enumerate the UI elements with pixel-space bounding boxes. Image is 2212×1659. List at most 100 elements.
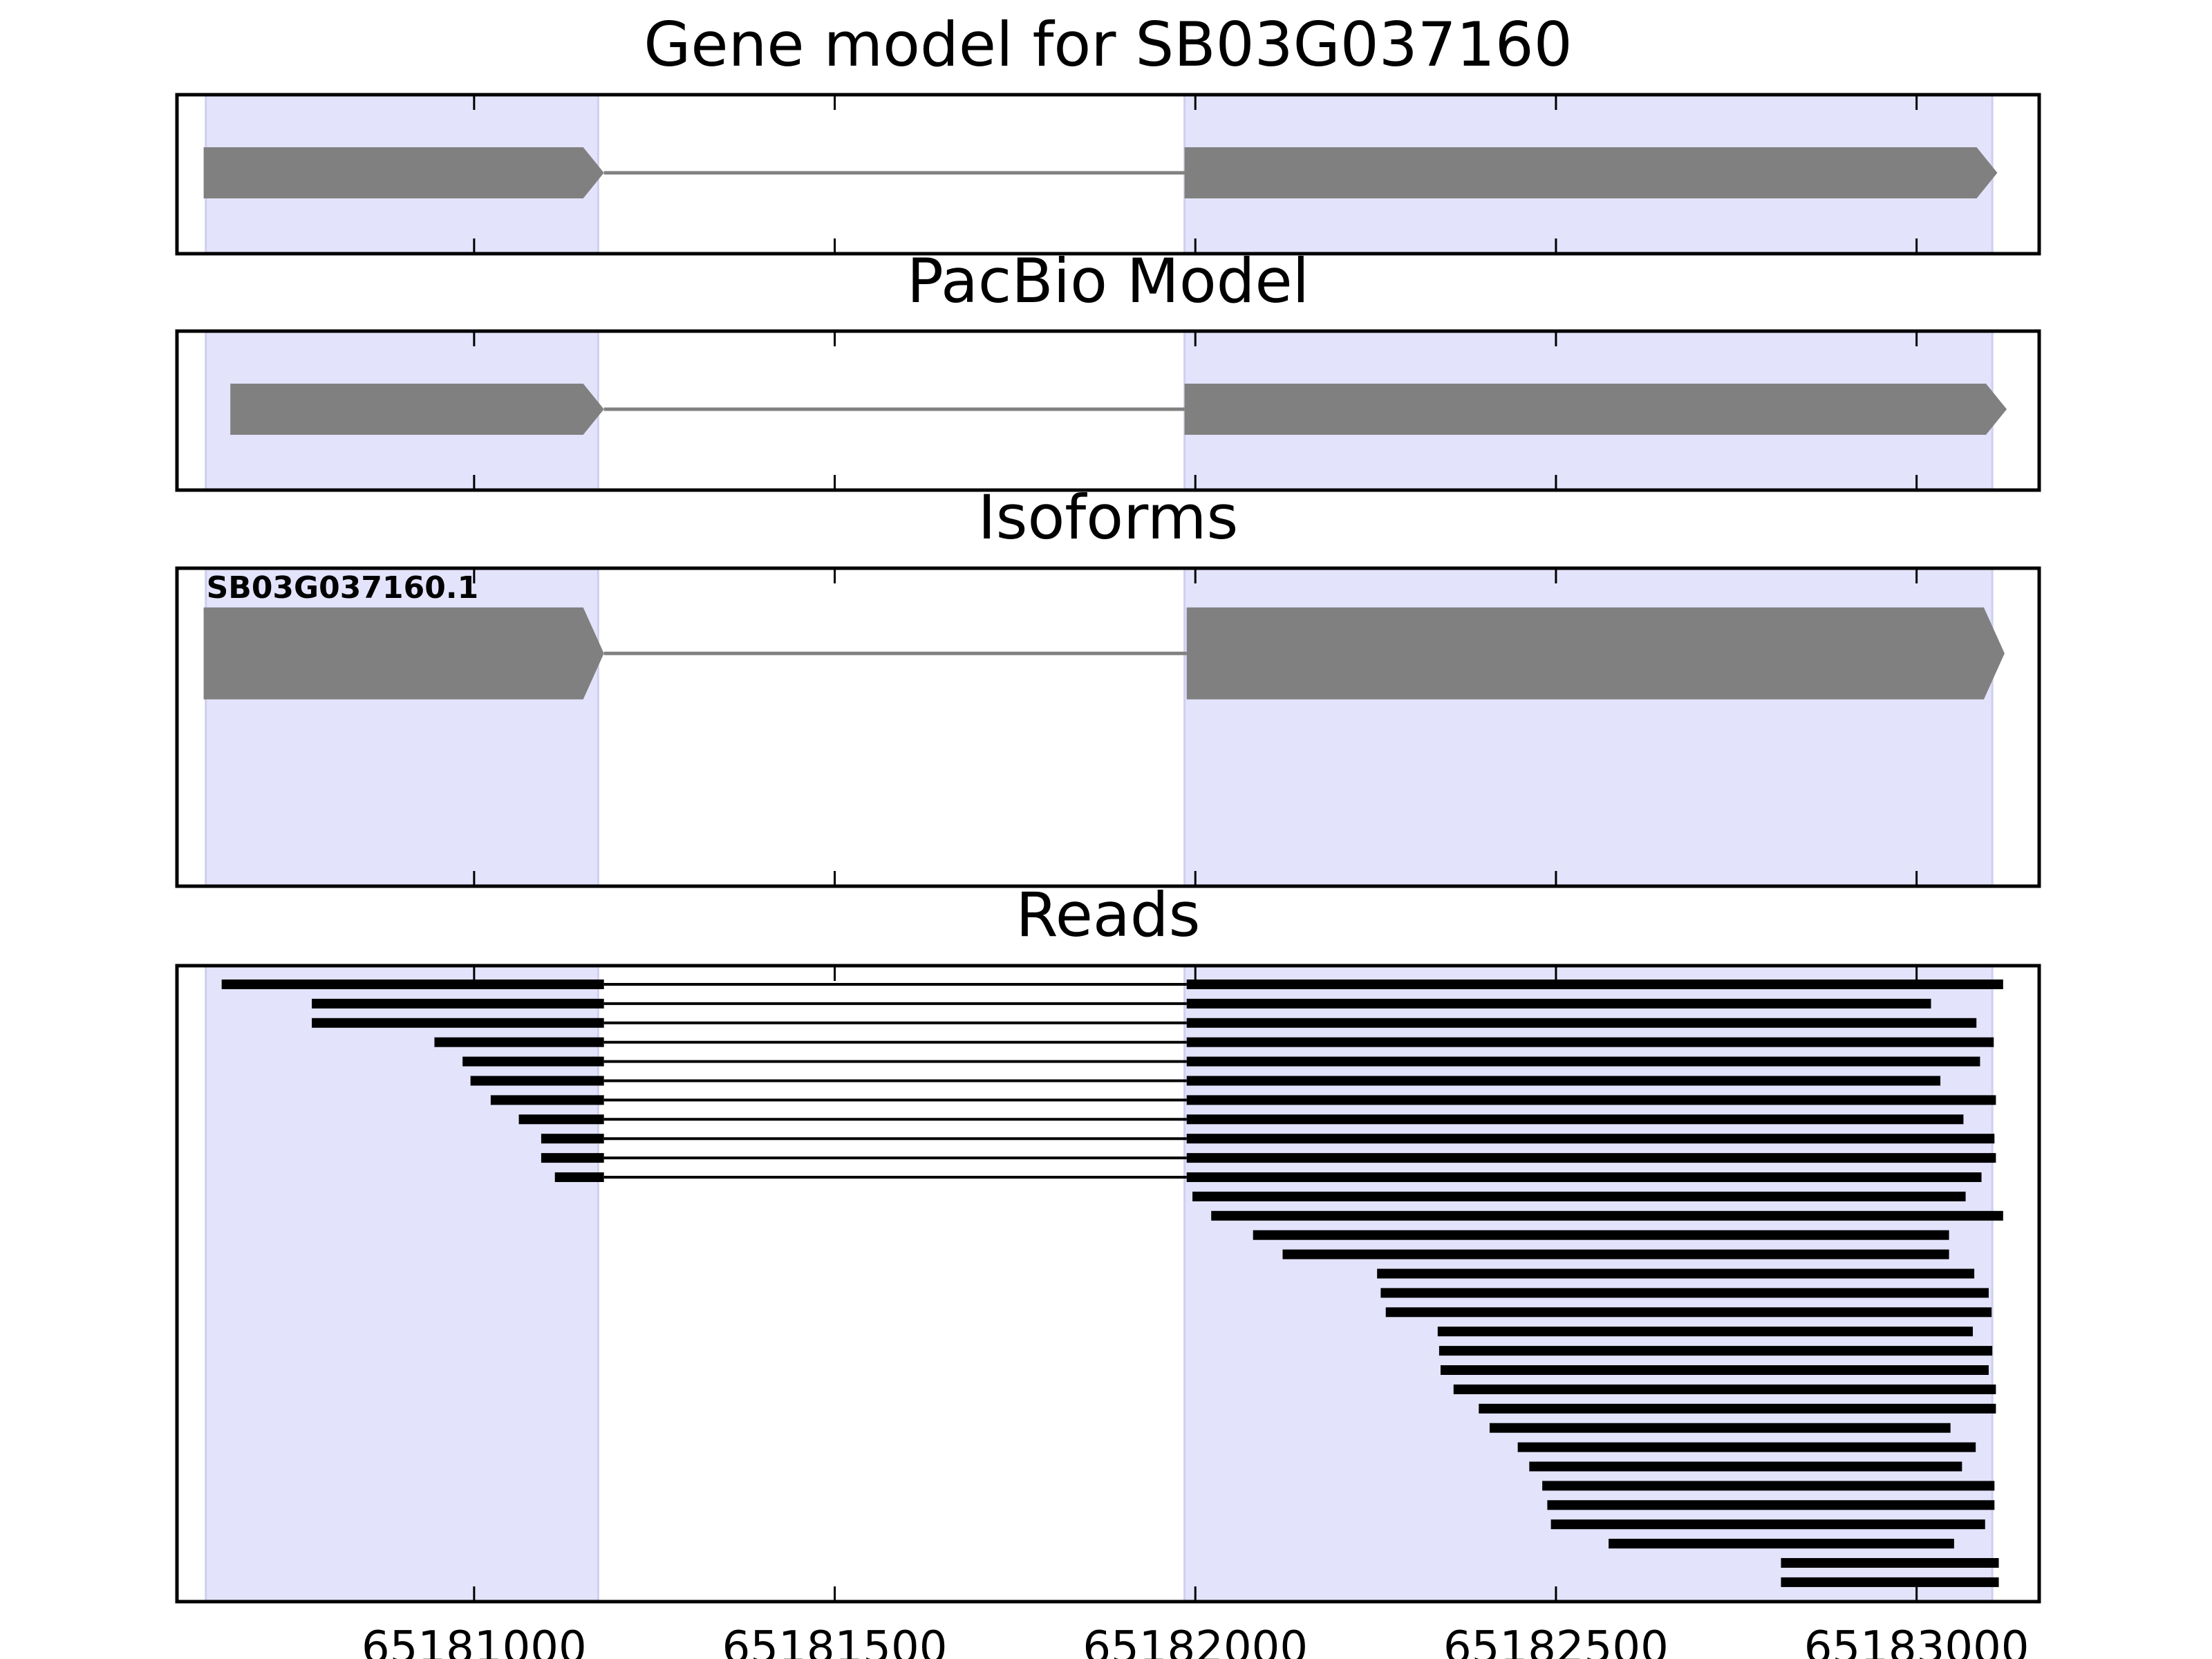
read-segment bbox=[1253, 1230, 1949, 1240]
read-segment bbox=[221, 980, 604, 989]
read-segment bbox=[1385, 1307, 1992, 1318]
read bbox=[1211, 1210, 2003, 1221]
read-segment bbox=[1186, 1134, 1995, 1144]
read-segment bbox=[554, 1172, 604, 1182]
read bbox=[1385, 1307, 1992, 1318]
read bbox=[312, 998, 1931, 1009]
read-segment bbox=[1186, 1076, 1941, 1086]
read-segment bbox=[1186, 1153, 1996, 1163]
x-tick-label: 65181000 bbox=[362, 1622, 587, 1659]
chart-text: Gene model for SB03G037160 PacBio Model Is… bbox=[207, 9, 2030, 1659]
read-segment bbox=[1211, 1210, 2003, 1221]
read bbox=[1479, 1403, 1996, 1414]
read-segment bbox=[1479, 1403, 1996, 1414]
read-segment bbox=[1453, 1384, 1996, 1394]
read bbox=[518, 1114, 1964, 1125]
read bbox=[1609, 1539, 1954, 1549]
read-segment bbox=[1186, 1056, 1980, 1067]
read-segment bbox=[1377, 1268, 1975, 1279]
read bbox=[1282, 1249, 1949, 1259]
read-segment bbox=[1186, 1095, 1996, 1105]
read bbox=[1781, 1558, 1999, 1568]
read-segment bbox=[1517, 1442, 1976, 1452]
read bbox=[1489, 1423, 1951, 1433]
panel-frames bbox=[175, 93, 2041, 1604]
panel-frame bbox=[175, 566, 2041, 888]
read-segment bbox=[1781, 1577, 1999, 1587]
exon-arrow bbox=[203, 147, 604, 198]
read-segment bbox=[312, 998, 604, 1009]
read bbox=[541, 1153, 1996, 1163]
read bbox=[1547, 1500, 1995, 1510]
read bbox=[221, 980, 2003, 989]
read-segment bbox=[1186, 1114, 1964, 1125]
read-segment bbox=[1489, 1423, 1951, 1433]
exon-arrow bbox=[1186, 607, 2005, 700]
gene-model bbox=[203, 147, 1998, 198]
read bbox=[434, 1037, 1994, 1047]
read bbox=[1440, 1365, 1989, 1375]
exon-region-band bbox=[205, 964, 599, 1603]
read bbox=[1517, 1442, 1976, 1452]
read bbox=[1192, 1191, 1966, 1201]
read-segment bbox=[1186, 998, 1931, 1009]
read bbox=[490, 1095, 1996, 1105]
x-tick-label: 65181500 bbox=[722, 1622, 948, 1659]
read bbox=[1453, 1384, 1996, 1394]
read bbox=[462, 1056, 1980, 1067]
read bbox=[554, 1172, 1982, 1182]
read-segment bbox=[470, 1076, 604, 1086]
read-segment bbox=[1186, 1172, 1982, 1182]
read-segment bbox=[1550, 1519, 1985, 1530]
read bbox=[312, 1018, 1977, 1028]
read-segment bbox=[518, 1114, 604, 1125]
read-segment bbox=[462, 1056, 604, 1067]
read bbox=[1438, 1346, 1993, 1356]
read-segment bbox=[541, 1153, 604, 1163]
exon-region-shading bbox=[205, 93, 1994, 1603]
read-segment bbox=[1529, 1461, 1962, 1472]
read-segment bbox=[1186, 980, 2003, 989]
gene-model bbox=[203, 607, 2005, 700]
read bbox=[1437, 1327, 1974, 1337]
track-marks bbox=[203, 147, 2007, 1587]
read bbox=[1380, 1288, 1989, 1298]
x-tick-label: 65182000 bbox=[1082, 1622, 1308, 1659]
read-segment bbox=[312, 1018, 604, 1028]
read bbox=[1529, 1461, 1962, 1472]
read-segment bbox=[1438, 1346, 1993, 1356]
exon-arrow bbox=[1184, 384, 2007, 435]
panel-title: PacBio Model bbox=[907, 245, 1309, 317]
panel-frame bbox=[175, 964, 2041, 1604]
read-segment bbox=[1437, 1327, 1974, 1337]
read-segment bbox=[1547, 1500, 1995, 1510]
panel-frame bbox=[175, 329, 2041, 492]
read-segment bbox=[1542, 1481, 1995, 1491]
read-segment bbox=[1186, 1037, 1994, 1047]
panel-frame bbox=[175, 93, 2041, 256]
read-segment bbox=[1609, 1539, 1954, 1549]
read bbox=[1253, 1230, 1949, 1240]
exon-arrow bbox=[230, 384, 604, 435]
read-segment bbox=[434, 1037, 604, 1047]
read bbox=[1377, 1268, 1975, 1279]
isoform-label: SB03G037160.1 bbox=[207, 570, 479, 606]
panel-title: Gene model for SB03G037160 bbox=[644, 9, 1573, 80]
panel-title: Reads bbox=[1016, 879, 1201, 950]
read bbox=[1781, 1577, 1999, 1587]
read-segment bbox=[1440, 1365, 1989, 1375]
read-segment bbox=[541, 1134, 604, 1144]
exon-region-band bbox=[1183, 964, 1994, 1603]
read-segment bbox=[1781, 1558, 1999, 1568]
read bbox=[1542, 1481, 1995, 1491]
panel-title: Isoforms bbox=[978, 482, 1239, 553]
exon-arrow bbox=[1184, 147, 1998, 198]
read-segment bbox=[1282, 1249, 1949, 1259]
read-segment bbox=[1380, 1288, 1989, 1298]
read bbox=[470, 1076, 1941, 1086]
x-tick-label: 65183000 bbox=[1804, 1622, 2030, 1659]
gene-model bbox=[230, 384, 2007, 435]
read-segment bbox=[490, 1095, 604, 1105]
read bbox=[541, 1134, 1995, 1144]
